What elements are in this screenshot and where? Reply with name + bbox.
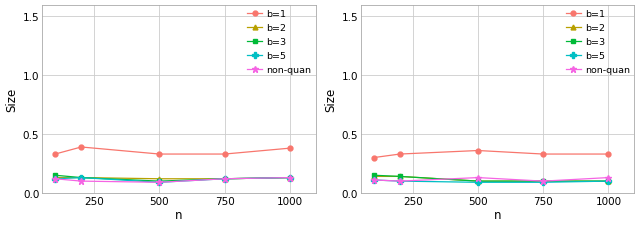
b=2 — [51, 176, 59, 179]
b=3 — [540, 180, 547, 183]
b=3 — [605, 180, 612, 183]
b=1 — [370, 157, 378, 159]
b=1 — [605, 153, 612, 156]
Line: b=5: b=5 — [52, 175, 293, 186]
b=5 — [605, 180, 612, 183]
Y-axis label: Size: Size — [324, 87, 337, 111]
b=2 — [77, 176, 85, 179]
b=2 — [396, 175, 404, 178]
Line: b=2: b=2 — [52, 175, 292, 181]
non-quan — [605, 176, 612, 179]
non-quan — [396, 180, 404, 183]
non-quan — [474, 176, 482, 179]
non-quan — [540, 180, 547, 183]
b=3 — [221, 178, 228, 180]
b=1 — [221, 153, 228, 156]
b=1 — [474, 150, 482, 152]
X-axis label: n: n — [175, 209, 183, 222]
b=2 — [221, 178, 228, 180]
b=5 — [156, 181, 163, 184]
b=5 — [474, 181, 482, 184]
non-quan — [221, 178, 228, 180]
b=5 — [77, 176, 85, 179]
b=3 — [156, 180, 163, 183]
Line: b=3: b=3 — [371, 173, 611, 184]
Line: b=1: b=1 — [371, 148, 611, 160]
b=3 — [51, 174, 59, 177]
Legend: b=1, b=2, b=3, b=5, non-quan: b=1, b=2, b=3, b=5, non-quan — [564, 8, 632, 76]
b=1 — [286, 147, 294, 150]
Line: b=3: b=3 — [52, 173, 292, 184]
Line: b=2: b=2 — [371, 174, 611, 184]
X-axis label: n: n — [494, 209, 501, 222]
b=2 — [540, 180, 547, 183]
Line: non-quan: non-quan — [371, 174, 612, 185]
b=3 — [77, 176, 85, 179]
non-quan — [286, 176, 294, 179]
non-quan — [77, 180, 85, 183]
b=1 — [51, 153, 59, 156]
b=2 — [605, 180, 612, 183]
b=2 — [474, 180, 482, 183]
b=1 — [77, 146, 85, 149]
b=5 — [51, 178, 59, 180]
Legend: b=1, b=2, b=3, b=5, non-quan: b=1, b=2, b=3, b=5, non-quan — [245, 8, 313, 76]
b=3 — [370, 174, 378, 177]
b=5 — [396, 180, 404, 183]
b=1 — [540, 153, 547, 156]
b=3 — [396, 175, 404, 178]
non-quan — [156, 181, 163, 184]
Y-axis label: Size: Size — [6, 87, 19, 111]
b=5 — [370, 179, 378, 182]
b=3 — [474, 180, 482, 183]
b=1 — [156, 153, 163, 156]
non-quan — [51, 178, 59, 180]
b=3 — [286, 176, 294, 179]
b=5 — [221, 178, 228, 180]
non-quan — [370, 179, 378, 182]
Line: non-quan: non-quan — [52, 174, 293, 186]
b=2 — [156, 178, 163, 180]
b=2 — [370, 175, 378, 178]
b=5 — [286, 176, 294, 179]
b=2 — [286, 176, 294, 179]
Line: b=5: b=5 — [371, 177, 611, 186]
b=1 — [396, 153, 404, 156]
b=5 — [540, 181, 547, 184]
Line: b=1: b=1 — [52, 145, 292, 157]
